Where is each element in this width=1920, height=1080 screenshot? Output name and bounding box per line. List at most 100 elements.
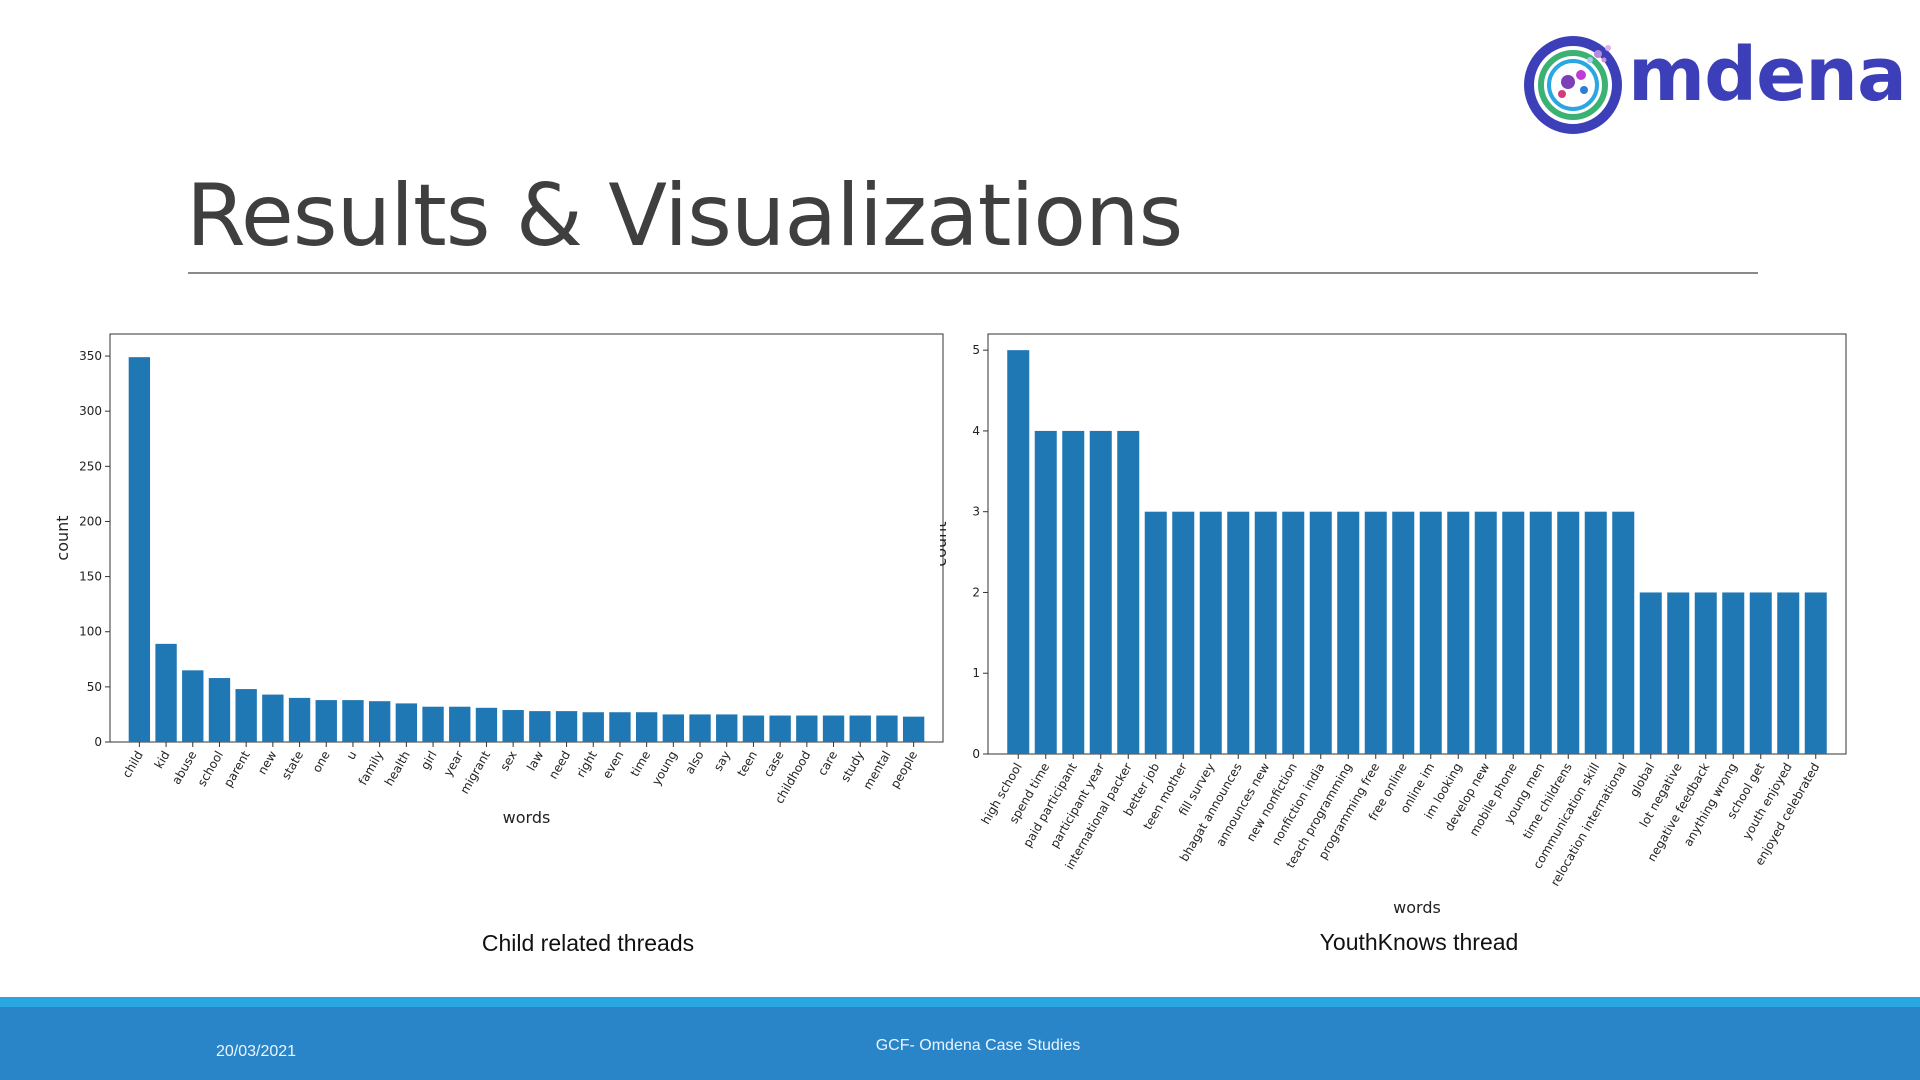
bar-school-get (1749, 592, 1772, 754)
bar-high-school (1007, 350, 1030, 754)
bar-say (716, 714, 738, 742)
x-tick-label: sex (497, 749, 519, 774)
x-tick-label: even (600, 749, 627, 782)
bar-care (822, 715, 845, 742)
y-tick-label: 5 (972, 343, 980, 357)
bar-school (208, 678, 231, 742)
y-tick-label: 0 (94, 735, 102, 749)
x-tick-label: care (815, 749, 840, 779)
x-tick-label: say (711, 749, 733, 774)
bar-time (635, 712, 658, 742)
bar-one (315, 700, 337, 742)
bar-bhagat-announces (1227, 511, 1250, 754)
y-tick-label: 50 (87, 680, 102, 694)
footer-date: 20/03/2021 (216, 1043, 297, 1060)
x-tick-label: people (888, 749, 920, 791)
bar-relocation-international (1612, 511, 1635, 754)
footer-accent-line (0, 997, 1920, 1007)
footer-bar: 20/03/2021 GCF- Omdena Case Studies (0, 1007, 1920, 1080)
bar-even (609, 712, 631, 742)
bar-u (342, 700, 364, 742)
bar-time-childrens (1557, 511, 1580, 754)
bar-enjoyed-celebrated (1804, 592, 1827, 754)
title-divider (188, 272, 1758, 274)
bar-need (555, 711, 578, 742)
bar-negative-feedback (1694, 592, 1717, 754)
bar-fill-survey (1199, 511, 1222, 754)
page-title: Results & Visualizations (186, 166, 1183, 266)
omdena-logo-mark (1524, 36, 1622, 134)
bar-paid-participant (1062, 430, 1085, 754)
bar-mobile-phone (1502, 511, 1525, 754)
bar-parent (235, 689, 257, 742)
bar-international-packer (1117, 430, 1140, 754)
plot-frame (987, 333, 1847, 755)
y-tick-label: 2 (972, 585, 980, 599)
chart-caption-child: Child related threads (481, 930, 695, 956)
bar-new (262, 694, 284, 742)
x-axis-label: words (503, 808, 551, 827)
x-tick-label: child (120, 749, 146, 781)
y-axis-label: count (53, 515, 72, 560)
bar-programming-free (1364, 511, 1387, 754)
bar-young (662, 714, 685, 742)
bar-im-looking (1447, 511, 1470, 754)
y-tick-label: 350 (79, 349, 102, 363)
bar-girl (422, 706, 444, 742)
bar-year (449, 706, 471, 742)
bar-sex (502, 710, 524, 742)
bar-communication-skill (1584, 511, 1607, 754)
bar-anything-wrong (1722, 592, 1745, 754)
bar-nonfiction-india (1309, 511, 1332, 754)
y-tick-label: 0 (972, 747, 980, 761)
x-tick-label: new (255, 748, 280, 777)
x-tick-label: health (382, 749, 413, 789)
omdena-logo-text: mdena (1628, 32, 1907, 118)
x-tick-label: right (574, 748, 600, 780)
bar-kid (155, 643, 177, 742)
y-tick-label: 100 (79, 625, 102, 639)
x-tick-label: parent (221, 748, 253, 789)
bar-people (902, 716, 925, 742)
bar-child (128, 357, 151, 742)
x-tick-label: one (310, 749, 333, 775)
bar-free-online (1392, 511, 1415, 754)
bar-youth-enjoyed (1777, 592, 1800, 754)
bar-right (582, 712, 604, 742)
x-tick-label: young (649, 749, 680, 788)
bar-study (849, 715, 871, 742)
bar-mental (876, 715, 898, 742)
bar-health (395, 703, 418, 742)
y-tick-label: 4 (972, 424, 980, 438)
x-axis-label: words (1393, 898, 1441, 917)
bar-case (769, 715, 791, 742)
y-tick-label: 200 (79, 514, 102, 528)
bar-develop-new (1474, 511, 1497, 754)
footer-title: GCF- Omdena Case Studies (875, 1037, 1081, 1054)
bar-global (1639, 592, 1662, 754)
y-axis-label: count (940, 521, 950, 566)
y-tick-label: 3 (972, 505, 980, 519)
x-tick-label: also (682, 749, 706, 777)
bar-new-nonfiction (1282, 511, 1305, 754)
y-tick-label: 1 (972, 666, 980, 680)
bar-childhood (796, 715, 818, 742)
bar-lot-negative (1667, 592, 1690, 754)
x-tick-label: state (279, 749, 306, 782)
x-tick-label: time (628, 749, 654, 779)
plot-frame (109, 333, 944, 743)
x-tick-label: kid (152, 749, 173, 772)
bar-state (288, 697, 311, 742)
bar-better-job (1144, 511, 1167, 754)
bar-spend-time (1034, 430, 1057, 754)
chart-caption-youthknows: YouthKnows thread (1319, 929, 1519, 955)
bar-online-im (1419, 511, 1442, 754)
bar-announces-new (1254, 511, 1277, 754)
bar-law (529, 711, 551, 742)
bar-teach-programming (1337, 511, 1360, 754)
y-tick-label: 150 (79, 570, 102, 584)
bar-abuse (182, 670, 204, 742)
x-tick-label: case (761, 749, 787, 780)
x-tick-label: study (838, 749, 867, 785)
omdena-logo: mdena (1518, 30, 1907, 140)
